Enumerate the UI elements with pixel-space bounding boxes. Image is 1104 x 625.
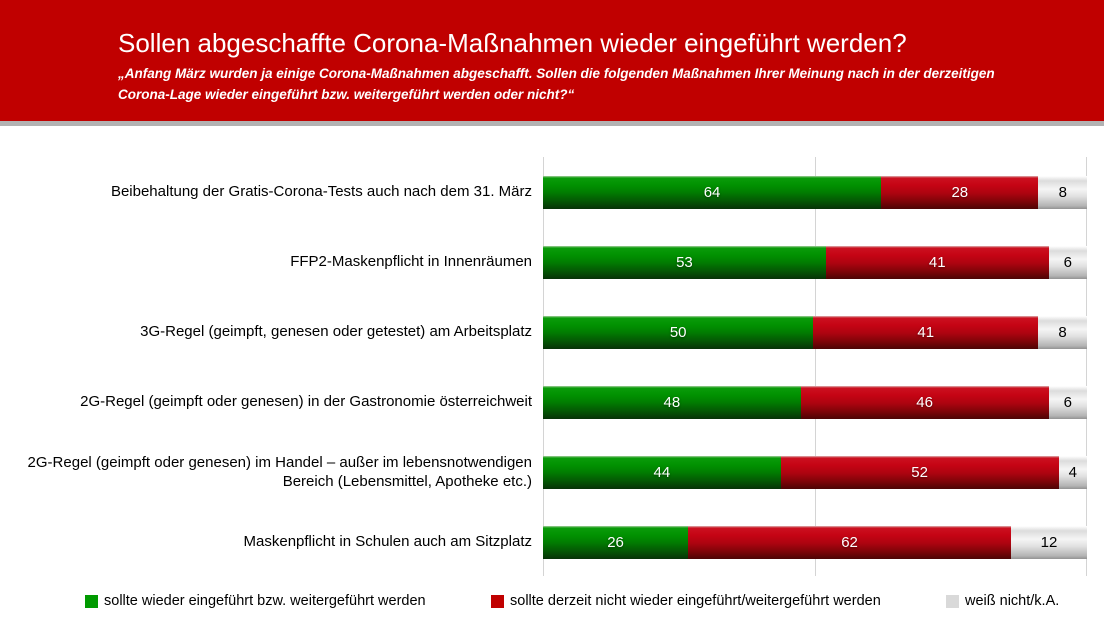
legend-item-red: sollte derzeit nicht wieder eingeführt/w… — [491, 593, 881, 609]
bar-segment-green: 53 — [543, 245, 826, 279]
bar-segment-red: 41 — [813, 315, 1039, 349]
bar-track: 64 28 8 — [543, 175, 1087, 209]
bar-value-label: 48 — [663, 393, 681, 411]
bar-value-label: 41 — [928, 253, 946, 271]
bar-track: 50 41 8 — [543, 315, 1087, 349]
legend-item-gray: weiß nicht/k.A. — [946, 593, 1059, 609]
bar-segment-gray: 6 — [1048, 245, 1087, 279]
bar-value-label: 8 — [1058, 183, 1067, 201]
bar-value-label: 12 — [1040, 533, 1058, 551]
legend-item-green: sollte wieder eingeführt bzw. weitergefü… — [85, 593, 426, 609]
chart-row: Maskenpflicht in Schulen auch am Sitzpla… — [0, 507, 1104, 577]
legend: sollte wieder eingeführt bzw. weitergefü… — [0, 593, 1104, 615]
bar-segment-red: 52 — [780, 455, 1059, 489]
bar-segment-red: 41 — [825, 245, 1049, 279]
chart-rows: Beibehaltung der Gratis-Corona-Tests auc… — [0, 157, 1104, 577]
bar-segment-gray: 8 — [1038, 315, 1087, 349]
chart-row: FFP2-Maskenpflicht in Innenräumen 53 41 6 — [0, 227, 1104, 297]
bar-segment-gray: 8 — [1038, 175, 1087, 209]
category-label: 2G-Regel (geimpft oder genesen) in der G… — [80, 393, 532, 411]
chart-row: 2G-Regel (geimpft oder genesen) im Hande… — [0, 437, 1104, 507]
bar-segment-gray: 6 — [1048, 385, 1087, 419]
bar-segment-gray: 12 — [1011, 525, 1087, 559]
bar-track: 48 46 6 — [543, 385, 1087, 419]
bar-value-label: 8 — [1058, 323, 1067, 341]
bar-segment-red: 46 — [800, 385, 1049, 419]
legend-swatch-gray — [946, 594, 959, 608]
legend-label: weiß nicht/k.A. — [965, 593, 1060, 609]
banner-divider — [0, 121, 1104, 126]
legend-label: sollte derzeit nicht wieder eingeführt/w… — [510, 593, 881, 609]
category-label: 3G-Regel (geimpft, genesen oder getestet… — [140, 323, 532, 341]
bar-value-label: 4 — [1068, 463, 1077, 481]
header-banner: Sollen abgeschaffte Corona-Maßnahmen wie… — [0, 0, 1104, 121]
chart-subtitle: „Anfang März wurden ja einige Corona-Maß… — [118, 66, 995, 102]
bar-value-label: 6 — [1063, 393, 1072, 411]
category-label: 2G-Regel (geimpft oder genesen) im Hande… — [27, 453, 532, 491]
bar-segment-green: 50 — [543, 315, 814, 349]
bar-segment-red: 62 — [688, 525, 1012, 559]
bar-segment-green: 26 — [543, 525, 689, 559]
category-label: Maskenpflicht in Schulen auch am Sitzpla… — [243, 533, 532, 551]
bar-value-label: 64 — [703, 183, 721, 201]
bar-value-label: 62 — [841, 533, 858, 551]
bar-value-label: 41 — [917, 323, 935, 341]
bar-segment-red: 28 — [881, 175, 1039, 209]
bar-value-label: 50 — [669, 323, 687, 341]
chart-row: 2G-Regel (geimpft oder genesen) in der G… — [0, 367, 1104, 437]
bar-value-label: 46 — [916, 393, 933, 411]
bar-segment-green: 44 — [543, 455, 781, 489]
bar-value-label: 26 — [607, 533, 624, 551]
bar-track: 26 62 12 — [543, 525, 1087, 559]
legend-swatch-red — [491, 594, 504, 608]
bar-segment-green: 48 — [543, 385, 801, 419]
legend-swatch-green — [85, 594, 98, 608]
bar-value-label: 28 — [951, 183, 969, 201]
bar-value-label: 44 — [653, 463, 671, 481]
bar-segment-green: 64 — [543, 175, 882, 209]
chart-row: 3G-Regel (geimpft, genesen oder getestet… — [0, 297, 1104, 367]
bar-value-label: 6 — [1063, 253, 1072, 271]
bar-track: 44 52 4 — [543, 455, 1087, 489]
chart-row: Beibehaltung der Gratis-Corona-Tests auc… — [0, 157, 1104, 227]
bar-track: 53 41 6 — [543, 245, 1087, 279]
bar-segment-gray: 4 — [1058, 455, 1087, 489]
bar-value-label: 52 — [911, 463, 928, 481]
legend-label: sollte wieder eingeführt bzw. weitergefü… — [104, 593, 426, 609]
category-label: FFP2-Maskenpflicht in Innenräumen — [290, 253, 532, 271]
chart-title: Sollen abgeschaffte Corona-Maßnahmen wie… — [118, 28, 907, 58]
category-label: Beibehaltung der Gratis-Corona-Tests auc… — [110, 183, 532, 201]
bar-value-label: 53 — [676, 253, 693, 271]
